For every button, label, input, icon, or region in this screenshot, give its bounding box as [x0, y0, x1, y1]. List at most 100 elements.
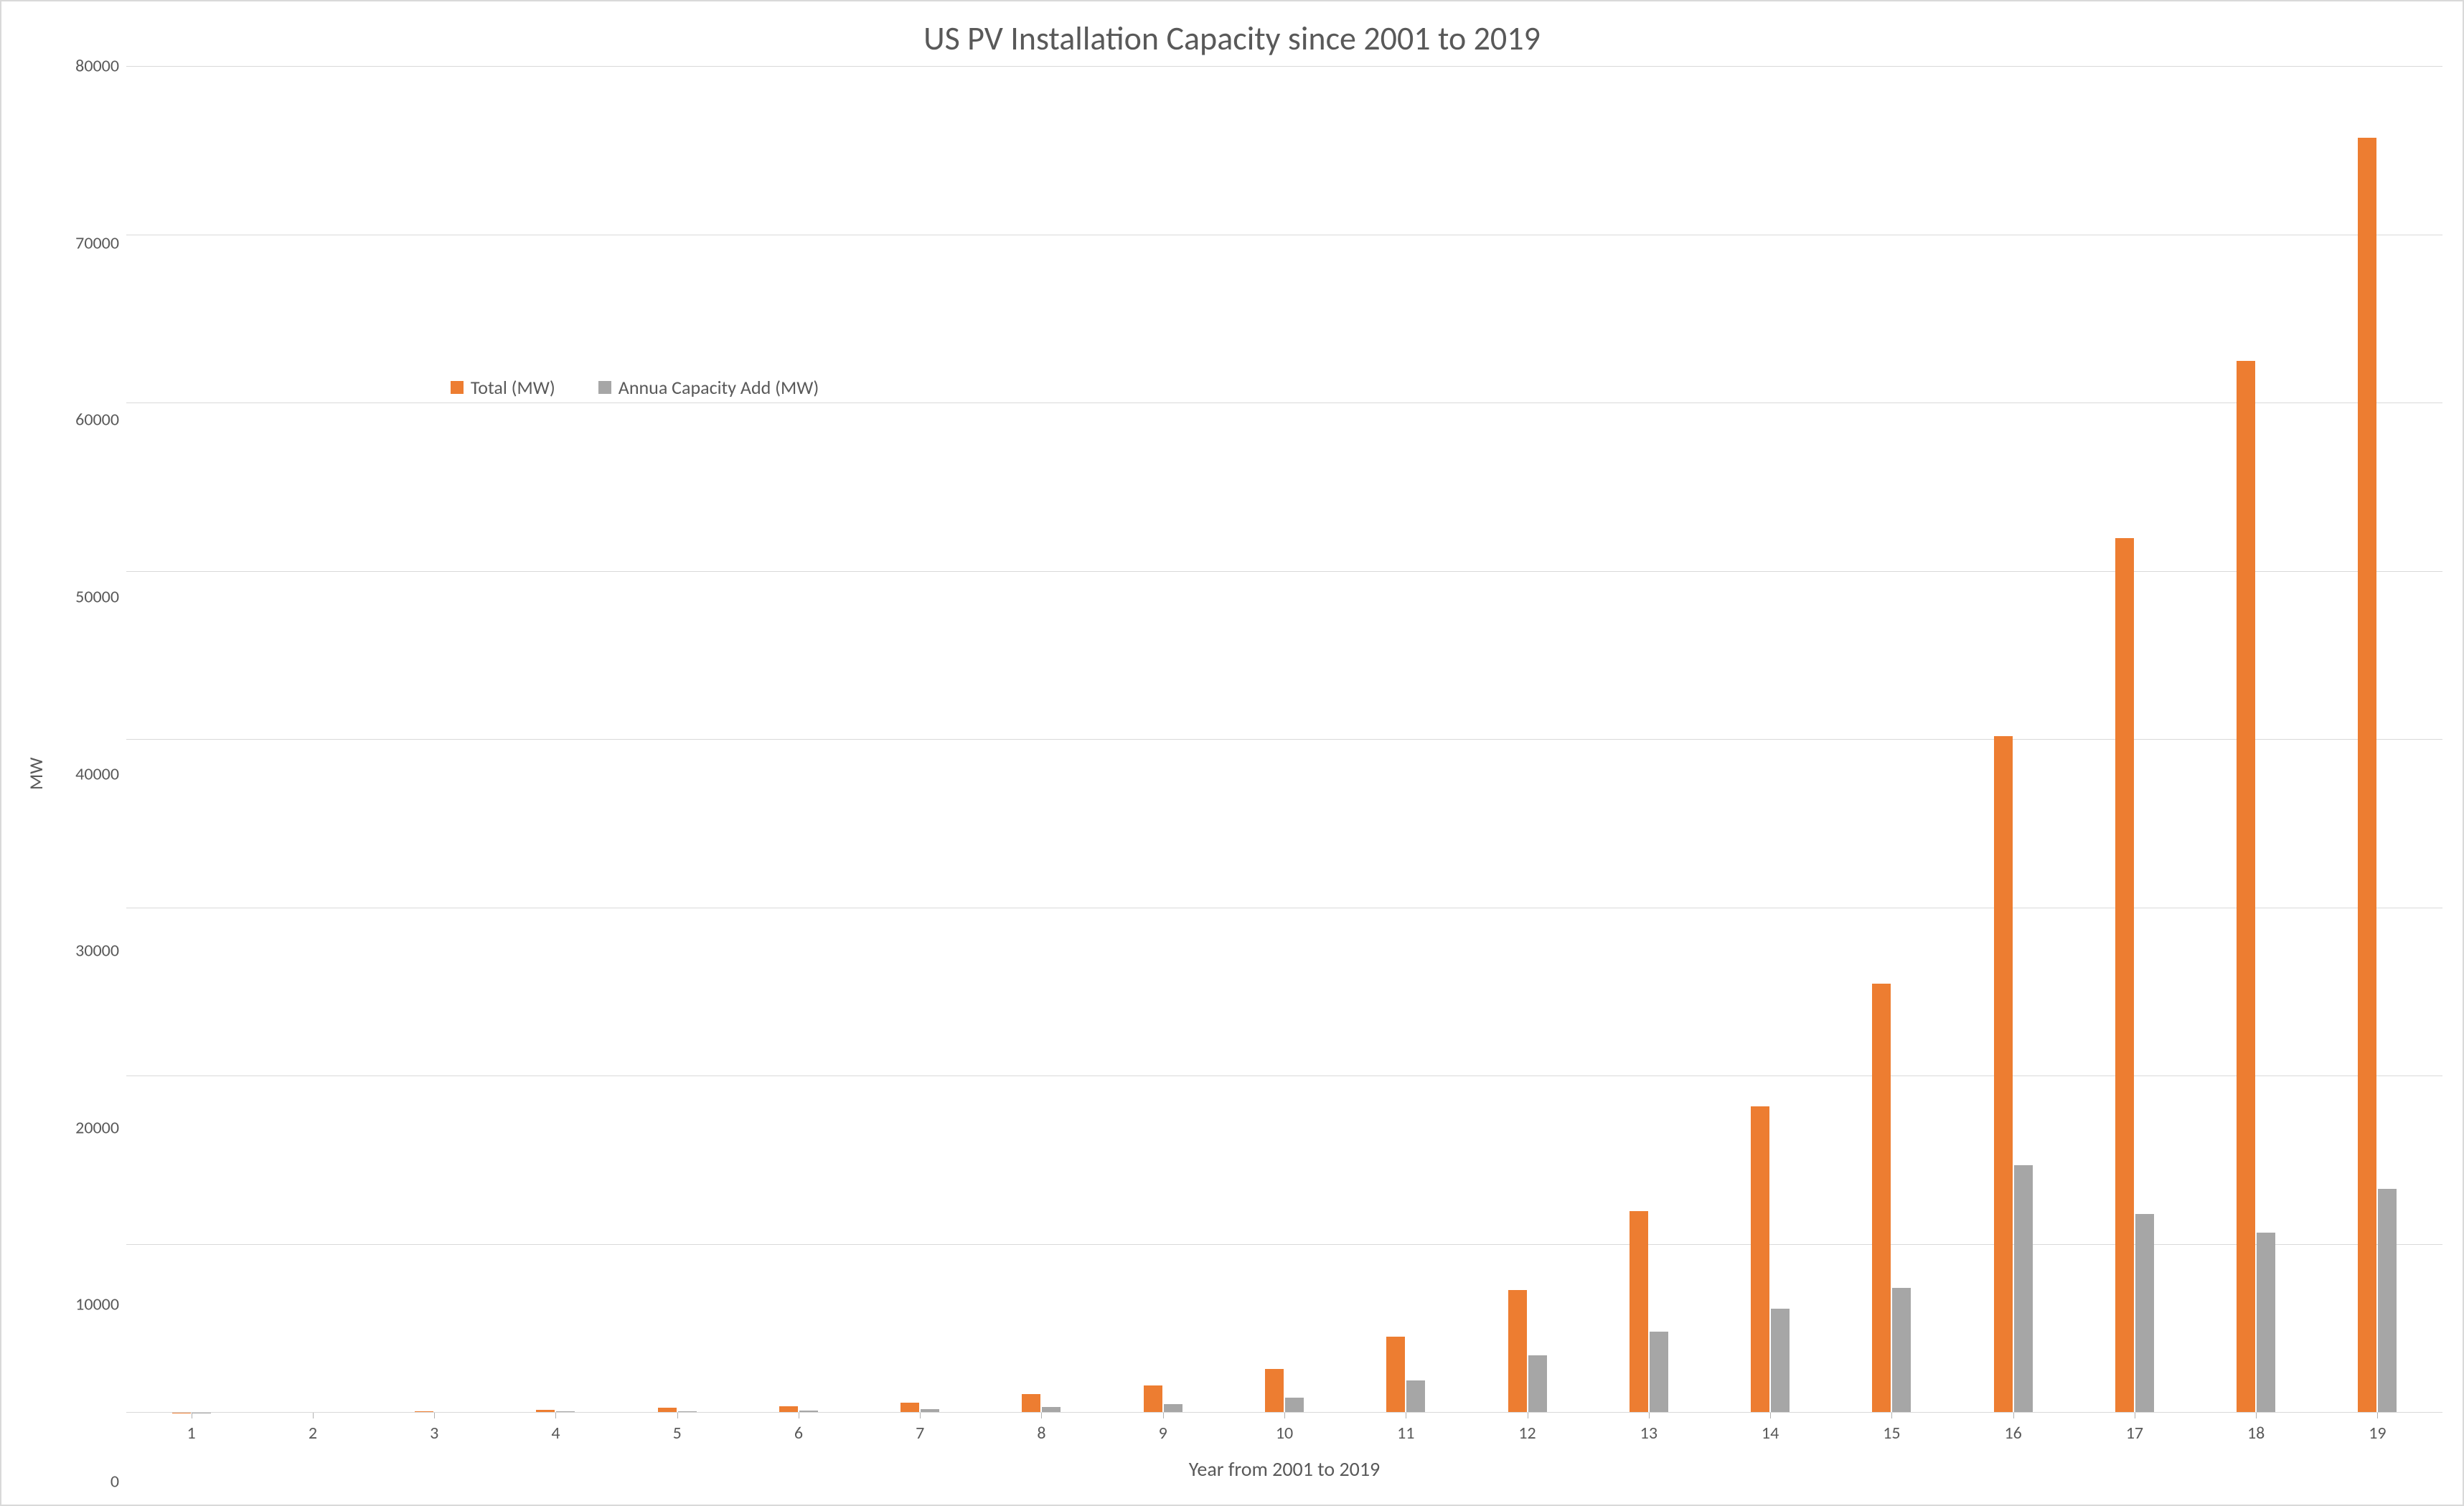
- x-tick-label: 13: [1588, 1420, 1709, 1444]
- x-tick: [252, 1413, 373, 1420]
- bar-group: [1588, 67, 1709, 1413]
- bar-total: [2115, 538, 2134, 1413]
- bar-total: [2358, 138, 2376, 1413]
- x-tick-label: 14: [1709, 1420, 1830, 1444]
- bar-group: [1345, 67, 1467, 1413]
- x-tick-label: 4: [495, 1420, 616, 1444]
- bar-annual-add: [1650, 1332, 1668, 1413]
- bar-annual-add: [1285, 1398, 1304, 1413]
- bar-group: [252, 67, 373, 1413]
- y-tick-label: 20000: [75, 1117, 119, 1138]
- y-tick-labels: 0100002000030000400005000060000700008000…: [47, 66, 126, 1482]
- x-axis-title: Year from 2001 to 2019: [126, 1456, 2442, 1482]
- x-tick-label: 16: [1952, 1420, 2074, 1444]
- bar-group: [738, 67, 859, 1413]
- chart-body: MW 0100002000030000400005000060000700008…: [22, 66, 2442, 1482]
- x-tick: [1102, 1413, 1223, 1420]
- x-tick-label: 6: [738, 1420, 859, 1444]
- bar-group: [1102, 67, 1223, 1413]
- x-tick: [1588, 1413, 1709, 1420]
- bar-annual-add: [1892, 1288, 1911, 1413]
- x-tick: [738, 1413, 859, 1420]
- bar-annual-add: [1528, 1355, 1547, 1413]
- x-tick: [1709, 1413, 1830, 1420]
- bar-group: [2317, 67, 2438, 1413]
- x-tick-label: 15: [1831, 1420, 1952, 1444]
- bar-group: [616, 67, 738, 1413]
- legend-swatch: [451, 381, 464, 394]
- legend-label: Total (MW): [471, 376, 555, 399]
- bar-annual-add: [2014, 1165, 2033, 1413]
- x-tick: [860, 1413, 981, 1420]
- x-tick: [2074, 1413, 2195, 1420]
- bar-group: [374, 67, 495, 1413]
- plot-area: Total (MW) Annua Capacity Add (MW): [126, 66, 2442, 1413]
- x-tick-label: 19: [2317, 1420, 2438, 1444]
- bar-group: [2196, 67, 2317, 1413]
- y-tick-label: 40000: [75, 763, 119, 784]
- bar-annual-add: [2378, 1189, 2397, 1413]
- x-tick-label: 3: [374, 1420, 495, 1444]
- x-tick: [981, 1413, 1102, 1420]
- bar-group: [131, 67, 252, 1413]
- bar-total: [1144, 1385, 1162, 1413]
- bar-group: [1831, 67, 1952, 1413]
- x-tick: [2317, 1413, 2438, 1420]
- x-tick: [374, 1413, 495, 1420]
- x-tick: [2196, 1413, 2317, 1420]
- legend-label: Annua Capacity Add (MW): [619, 376, 819, 399]
- bar-group: [1709, 67, 1830, 1413]
- x-tick-label: 1: [131, 1420, 252, 1444]
- x-tick-marks: [126, 1413, 2442, 1420]
- x-tick-label: 18: [2196, 1420, 2317, 1444]
- x-tick-label: 7: [860, 1420, 981, 1444]
- bar-annual-add: [1771, 1309, 1790, 1413]
- x-tick: [131, 1413, 252, 1420]
- legend-item: Total (MW): [451, 376, 555, 399]
- x-tick-label: 5: [616, 1420, 738, 1444]
- bar-total: [1872, 984, 1891, 1413]
- bar-total: [1630, 1211, 1648, 1413]
- bar-group: [1952, 67, 2074, 1413]
- x-tick-label: 9: [1102, 1420, 1223, 1444]
- x-tick: [1831, 1413, 1952, 1420]
- x-tick: [495, 1413, 616, 1420]
- bar-annual-add: [1406, 1380, 1425, 1413]
- y-tick-label: 10000: [75, 1294, 119, 1315]
- chart-container: US PV Installation Capacity since 2001 t…: [0, 0, 2464, 1506]
- bar-group: [495, 67, 616, 1413]
- bar-group: [981, 67, 1102, 1413]
- bar-total: [1386, 1337, 1405, 1413]
- y-axis-title: MW: [22, 66, 47, 1482]
- bar-total: [1994, 736, 2013, 1413]
- x-tick: [1952, 1413, 2074, 1420]
- y-tick-label: 70000: [75, 232, 119, 253]
- y-tick-label: 30000: [75, 941, 119, 961]
- chart-title: US PV Installation Capacity since 2001 t…: [22, 19, 2442, 59]
- plot-column: Total (MW)Annua Capacity Add (MW) 123456…: [126, 66, 2442, 1482]
- x-tick: [1345, 1413, 1467, 1420]
- x-tick-label: 11: [1345, 1420, 1467, 1444]
- x-tick-label: 17: [2074, 1420, 2195, 1444]
- bar-total: [1265, 1369, 1284, 1413]
- legend-item: Annua Capacity Add (MW): [598, 376, 819, 399]
- bar-group: [860, 67, 981, 1413]
- bar-total: [1751, 1106, 1769, 1413]
- x-tick: [616, 1413, 738, 1420]
- bar-annual-add: [2135, 1214, 2154, 1413]
- bar-total: [2237, 361, 2255, 1413]
- bar-group: [2074, 67, 2195, 1413]
- x-tick-label: 2: [252, 1420, 373, 1444]
- bar-total: [901, 1403, 919, 1413]
- y-tick-label: 60000: [75, 410, 119, 430]
- legend-swatch: [598, 381, 611, 394]
- x-tick-labels: 12345678910111213141516171819: [126, 1420, 2442, 1444]
- x-tick-label: 12: [1467, 1420, 1588, 1444]
- bar-group: [1223, 67, 1345, 1413]
- y-tick-label: 80000: [75, 56, 119, 77]
- bars-layer: [126, 67, 2442, 1413]
- bar-total: [1022, 1394, 1040, 1413]
- x-tick: [1223, 1413, 1345, 1420]
- y-tick-label: 0: [110, 1472, 119, 1492]
- x-tick-label: 8: [981, 1420, 1102, 1444]
